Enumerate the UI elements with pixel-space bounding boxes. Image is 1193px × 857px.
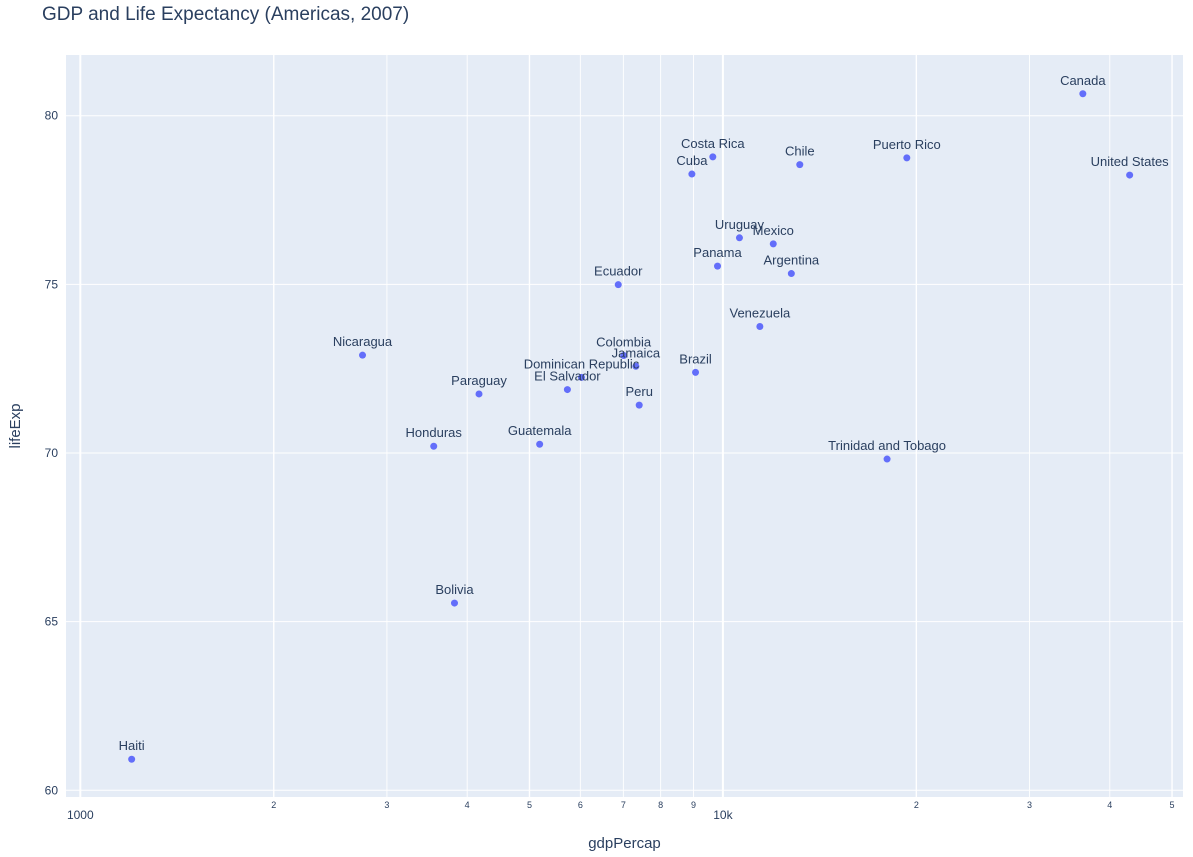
point-label: Venezuela (729, 306, 790, 321)
data-point[interactable] (450, 599, 458, 607)
point-label: United States (1091, 154, 1170, 169)
point-label: Brazil (679, 351, 712, 366)
point-label: Peru (625, 384, 652, 399)
point-label: Ecuador (594, 264, 643, 279)
data-point[interactable] (796, 161, 804, 169)
point-label: Honduras (406, 425, 463, 440)
grid-lines (66, 55, 1183, 797)
data-point[interactable] (756, 323, 764, 331)
data-point[interactable] (536, 440, 544, 448)
data-point[interactable] (620, 352, 628, 360)
x-tick-minor-label: 9 (691, 800, 696, 810)
point-label: Cuba (676, 153, 708, 168)
data-point[interactable] (709, 153, 717, 161)
point-label: Colombia (596, 335, 652, 350)
point-label: El Salvador (534, 369, 601, 384)
x-tick-minor-label: 6 (578, 800, 583, 810)
point-label: Jamaica (612, 345, 661, 360)
data-point[interactable] (688, 170, 696, 178)
data-point[interactable] (359, 351, 367, 359)
y-axis-ticks: 60 65 70 75 80 (45, 109, 59, 798)
x-tick-minor-label: 2 (271, 800, 276, 810)
data-points (128, 90, 1134, 763)
x-axis-ticks: 1000 10k 2 3 4 5 6 7 8 9 2 3 4 5 (67, 800, 1175, 822)
data-point[interactable] (714, 262, 722, 270)
point-label: Costa Rica (681, 136, 745, 151)
data-point[interactable] (128, 755, 136, 763)
x-tick-minor-label: 7 (621, 800, 626, 810)
data-point[interactable] (614, 281, 622, 289)
point-label: Puerto Rico (873, 137, 941, 152)
y-tick-label: 70 (45, 446, 59, 460)
y-axis-title: lifeExp (7, 403, 24, 448)
data-point[interactable] (578, 373, 586, 381)
data-point[interactable] (769, 240, 777, 248)
y-tick-label: 75 (45, 277, 59, 291)
x-tick-minor-label: 4 (465, 800, 470, 810)
x-tick-minor-label: 5 (1170, 800, 1175, 810)
point-label: Bolivia (435, 582, 474, 597)
x-tick-minor-label: 2 (914, 800, 919, 810)
point-label: Paraguay (451, 373, 507, 388)
data-point[interactable] (883, 455, 891, 463)
x-tick-minor-label: 3 (1027, 800, 1032, 810)
data-labels: Canada Costa Rica Chile Puerto Rico Cuba Unit… (119, 73, 1170, 753)
data-point[interactable] (563, 386, 571, 394)
x-tick-minor-label: 5 (527, 800, 532, 810)
x-tick-label: 10k (713, 808, 733, 822)
x-tick-minor-label: 3 (384, 800, 389, 810)
x-tick-label: 1000 (67, 808, 94, 822)
point-label: Trinidad and Tobago (828, 438, 946, 453)
data-point[interactable] (475, 390, 483, 398)
data-point[interactable] (692, 368, 700, 376)
plot-area (66, 55, 1183, 797)
x-axis-title: gdpPercap (588, 835, 661, 852)
data-point[interactable] (635, 401, 643, 409)
point-label: Canada (1060, 73, 1106, 88)
point-label: Mexico (753, 223, 794, 238)
chart-title: GDP and Life Expectancy (Americas, 2007) (42, 4, 410, 25)
data-point[interactable] (632, 362, 640, 370)
point-label: Guatemala (508, 423, 572, 438)
x-tick-minor-label: 4 (1107, 800, 1112, 810)
point-label: Chile (785, 144, 815, 159)
y-tick-label: 60 (45, 783, 59, 797)
data-point[interactable] (430, 442, 438, 450)
data-point[interactable] (903, 154, 911, 162)
data-point[interactable] (787, 270, 795, 278)
point-label: Dominican Republic (524, 356, 640, 371)
y-tick-label: 65 (45, 615, 59, 629)
point-label: Panama (693, 245, 742, 260)
y-tick-label: 80 (45, 109, 59, 123)
data-point[interactable] (735, 234, 743, 242)
point-label: Nicaragua (333, 334, 393, 349)
point-label: Argentina (764, 253, 820, 268)
data-point[interactable] (1079, 90, 1087, 98)
point-label: Uruguay (715, 217, 765, 232)
point-label: Haiti (119, 738, 145, 753)
data-point[interactable] (1126, 171, 1134, 179)
x-tick-minor-label: 8 (658, 800, 663, 810)
